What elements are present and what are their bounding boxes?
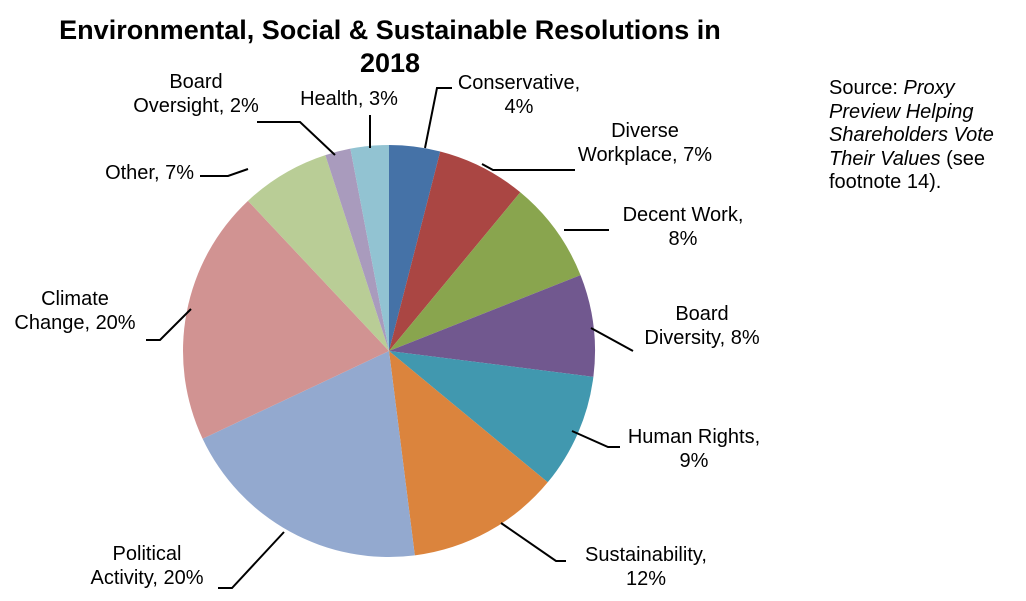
chart-title-line-2: 2018	[360, 48, 420, 78]
source-prefix: Source:	[829, 77, 904, 99]
slice-label-sustainability: Sustainability, 12%	[585, 544, 707, 590]
leader-line-other	[200, 168, 249, 177]
leader-line-political-activity	[218, 531, 285, 589]
slice-label-board-oversight: Board Oversight, 2%	[133, 71, 259, 117]
pie-slice-diverse-workplace	[389, 151, 521, 351]
leader-line-climate-change	[146, 308, 192, 341]
pie-slice-conservative	[389, 145, 441, 351]
pie-slice-decent-work	[389, 192, 581, 351]
leader-line-board-oversight	[257, 121, 336, 156]
leader-lines	[146, 87, 634, 589]
pie-slice-other	[247, 155, 389, 351]
chart-title-line-1: Environmental, Social & Sustainable Reso…	[59, 15, 721, 45]
leader-line-sustainability	[500, 522, 566, 562]
pie-slices	[183, 145, 596, 558]
slice-label-board-diversity: Board Diversity, 8%	[644, 303, 759, 349]
slice-label-diverse-workplace: Diverse Workplace, 7%	[578, 120, 712, 166]
slice-label-climate-change: Climate Change, 20%	[14, 288, 135, 334]
source-suffix: (see footnote 14).	[829, 147, 986, 194]
leader-line-conservative	[424, 87, 452, 149]
pie-slice-board-oversight	[325, 148, 389, 351]
slice-labels: Conservative, 4%Diverse Workplace, 7% Decen…	[14, 71, 760, 590]
source-note: Source: Proxy Preview Helping Shareholde…	[829, 77, 1019, 195]
pie-slice-climate-change	[183, 200, 389, 439]
pie-slice-health	[350, 145, 389, 351]
pie-slice-board-diversity	[389, 275, 596, 377]
slice-label-conservative: Conservative, 4%	[458, 72, 580, 118]
pie-slice-sustainability	[389, 351, 548, 556]
slice-label-health: Health, 3%	[300, 88, 398, 110]
pie-slice-political-activity	[202, 351, 415, 558]
source-title: Proxy Preview Helping Shareholders Vote …	[829, 77, 994, 170]
slice-label-decent-work: Decent Work, 8%	[623, 204, 744, 250]
leader-line-diverse-workplace	[481, 163, 575, 171]
pie-slice-human-rights	[389, 351, 594, 483]
leader-line-board-diversity	[590, 327, 634, 352]
slice-label-other: Other, 7%	[105, 162, 194, 184]
leader-line-human-rights	[571, 430, 620, 448]
slice-label-human-rights: Human Rights, 9%	[628, 426, 760, 472]
slice-label-political-activity: Political Activity, 20%	[91, 543, 204, 589]
